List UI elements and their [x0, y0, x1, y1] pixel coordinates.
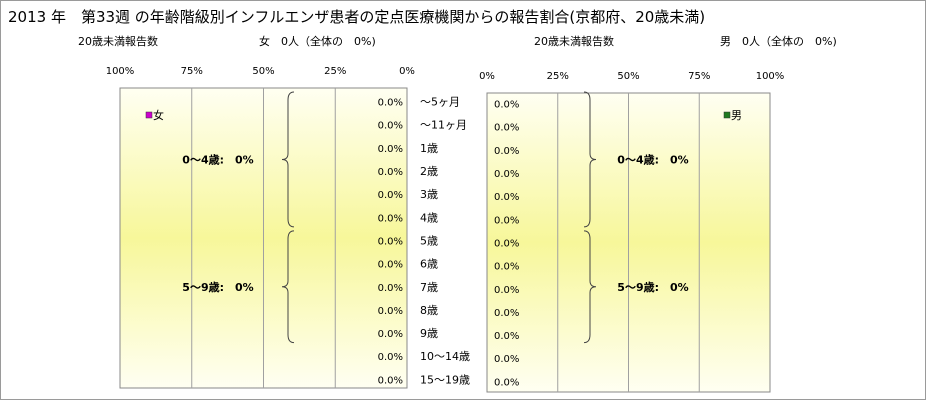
female-x-tick-label: 25%	[324, 66, 346, 77]
age-category-label: 15～19歳	[420, 373, 470, 386]
age-category-label: 5歳	[420, 234, 438, 247]
male-value-label: 0.0%	[494, 354, 519, 365]
male-legend-swatch	[723, 111, 731, 119]
female-x-tick-label: 75%	[181, 66, 203, 77]
female-summary: 女 0人（全体の 0%)	[259, 34, 376, 48]
male-x-tick-label: 50%	[617, 71, 639, 82]
female-legend-swatch	[145, 111, 153, 119]
female-value-label: 0.0%	[378, 306, 403, 317]
female-value-label: 0.0%	[378, 167, 403, 178]
female-x-tick-label: 100%	[106, 66, 135, 77]
male-chart: 0% 25% 50% 75% 100% 0.0% 0.0% 0.0% 0.0% 0.0% 0.0% 0…	[479, 71, 785, 393]
male-value-label: 0.0%	[494, 308, 519, 319]
female-group-brace	[281, 230, 295, 344]
female-x-tick-label: 50%	[252, 66, 274, 77]
female-value-label: 0.0%	[378, 213, 403, 224]
female-chart: 100% 75% 50% 25% 0% 0.0% 0.0% 0.0% 0.0% 0.0% 0.0% 0…	[106, 66, 415, 389]
female-legend-label: 女	[153, 108, 164, 122]
male-value-label: 0.0%	[494, 262, 519, 273]
age-category-label: 1歳	[420, 142, 438, 155]
male-value-label: 0.0%	[494, 377, 519, 388]
age-labels: ～5ヶ月 ～11ヶ月 1歳 2歳 3歳 4歳 5歳 6歳 7歳 8歳 9歳 10～14歳 15～19歳	[420, 96, 470, 387]
male-group-brace	[583, 230, 597, 344]
female-group-label: 5～9歳: 0%	[182, 280, 253, 294]
female-group-label: 0～4歳: 0%	[182, 152, 253, 166]
male-x-tick-label: 25%	[547, 71, 569, 82]
male-summary: 男 0人（全体の 0%)	[720, 34, 837, 48]
age-category-label: 10～14歳	[420, 350, 470, 363]
chart-title: 2013 年 第33週 の年齢階級別インフルエンザ患者の定点医療機関からの報告割…	[8, 8, 705, 26]
age-category-label: 9歳	[420, 327, 438, 340]
male-group-brace	[583, 91, 597, 228]
male-legend-label: 男	[731, 109, 742, 122]
male-value-label: 0.0%	[494, 285, 519, 296]
female-x-tick-label: 0%	[399, 66, 415, 77]
age-category-label: 4歳	[420, 211, 438, 224]
female-value-label: 0.0%	[378, 190, 403, 201]
female-group-brace	[281, 91, 295, 228]
age-category-label: 8歳	[420, 304, 438, 317]
age-category-label: 7歳	[420, 281, 438, 294]
male-group-label: 0～4歳: 0%	[617, 152, 688, 166]
male-value-label: 0.0%	[494, 238, 519, 249]
female-value-label: 0.0%	[378, 144, 403, 155]
age-category-label: ～5ヶ月	[420, 96, 460, 109]
male-group-label: 5～9歳: 0%	[617, 280, 688, 294]
male-value-label: 0.0%	[494, 123, 519, 134]
female-value-label: 0.0%	[378, 375, 403, 386]
male-x-tick-label: 75%	[688, 71, 710, 82]
female-value-label: 0.0%	[378, 260, 403, 271]
female-value-label: 0.0%	[378, 329, 403, 340]
female-value-label: 0.0%	[378, 352, 403, 363]
female-value-label: 0.0%	[378, 121, 403, 132]
male-count-label: 20歳未満報告数	[534, 35, 614, 48]
male-value-label: 0.0%	[494, 146, 519, 157]
age-category-label: ～11ヶ月	[420, 119, 467, 132]
female-value-label: 0.0%	[378, 283, 403, 294]
female-value-label: 0.0%	[378, 236, 403, 247]
male-x-tick-label: 0%	[479, 71, 495, 82]
age-category-label: 6歳	[420, 258, 438, 271]
male-value-label: 0.0%	[494, 215, 519, 226]
male-value-label: 0.0%	[494, 192, 519, 203]
male-value-label: 0.0%	[494, 169, 519, 180]
male-value-label: 0.0%	[494, 331, 519, 342]
age-category-label: 2歳	[420, 165, 438, 178]
female-count-label: 20歳未満報告数	[78, 35, 158, 48]
female-value-label: 0.0%	[378, 98, 403, 109]
age-category-label: 3歳	[420, 188, 438, 201]
male-x-tick-label: 100%	[756, 71, 785, 82]
male-value-label: 0.0%	[494, 100, 519, 111]
